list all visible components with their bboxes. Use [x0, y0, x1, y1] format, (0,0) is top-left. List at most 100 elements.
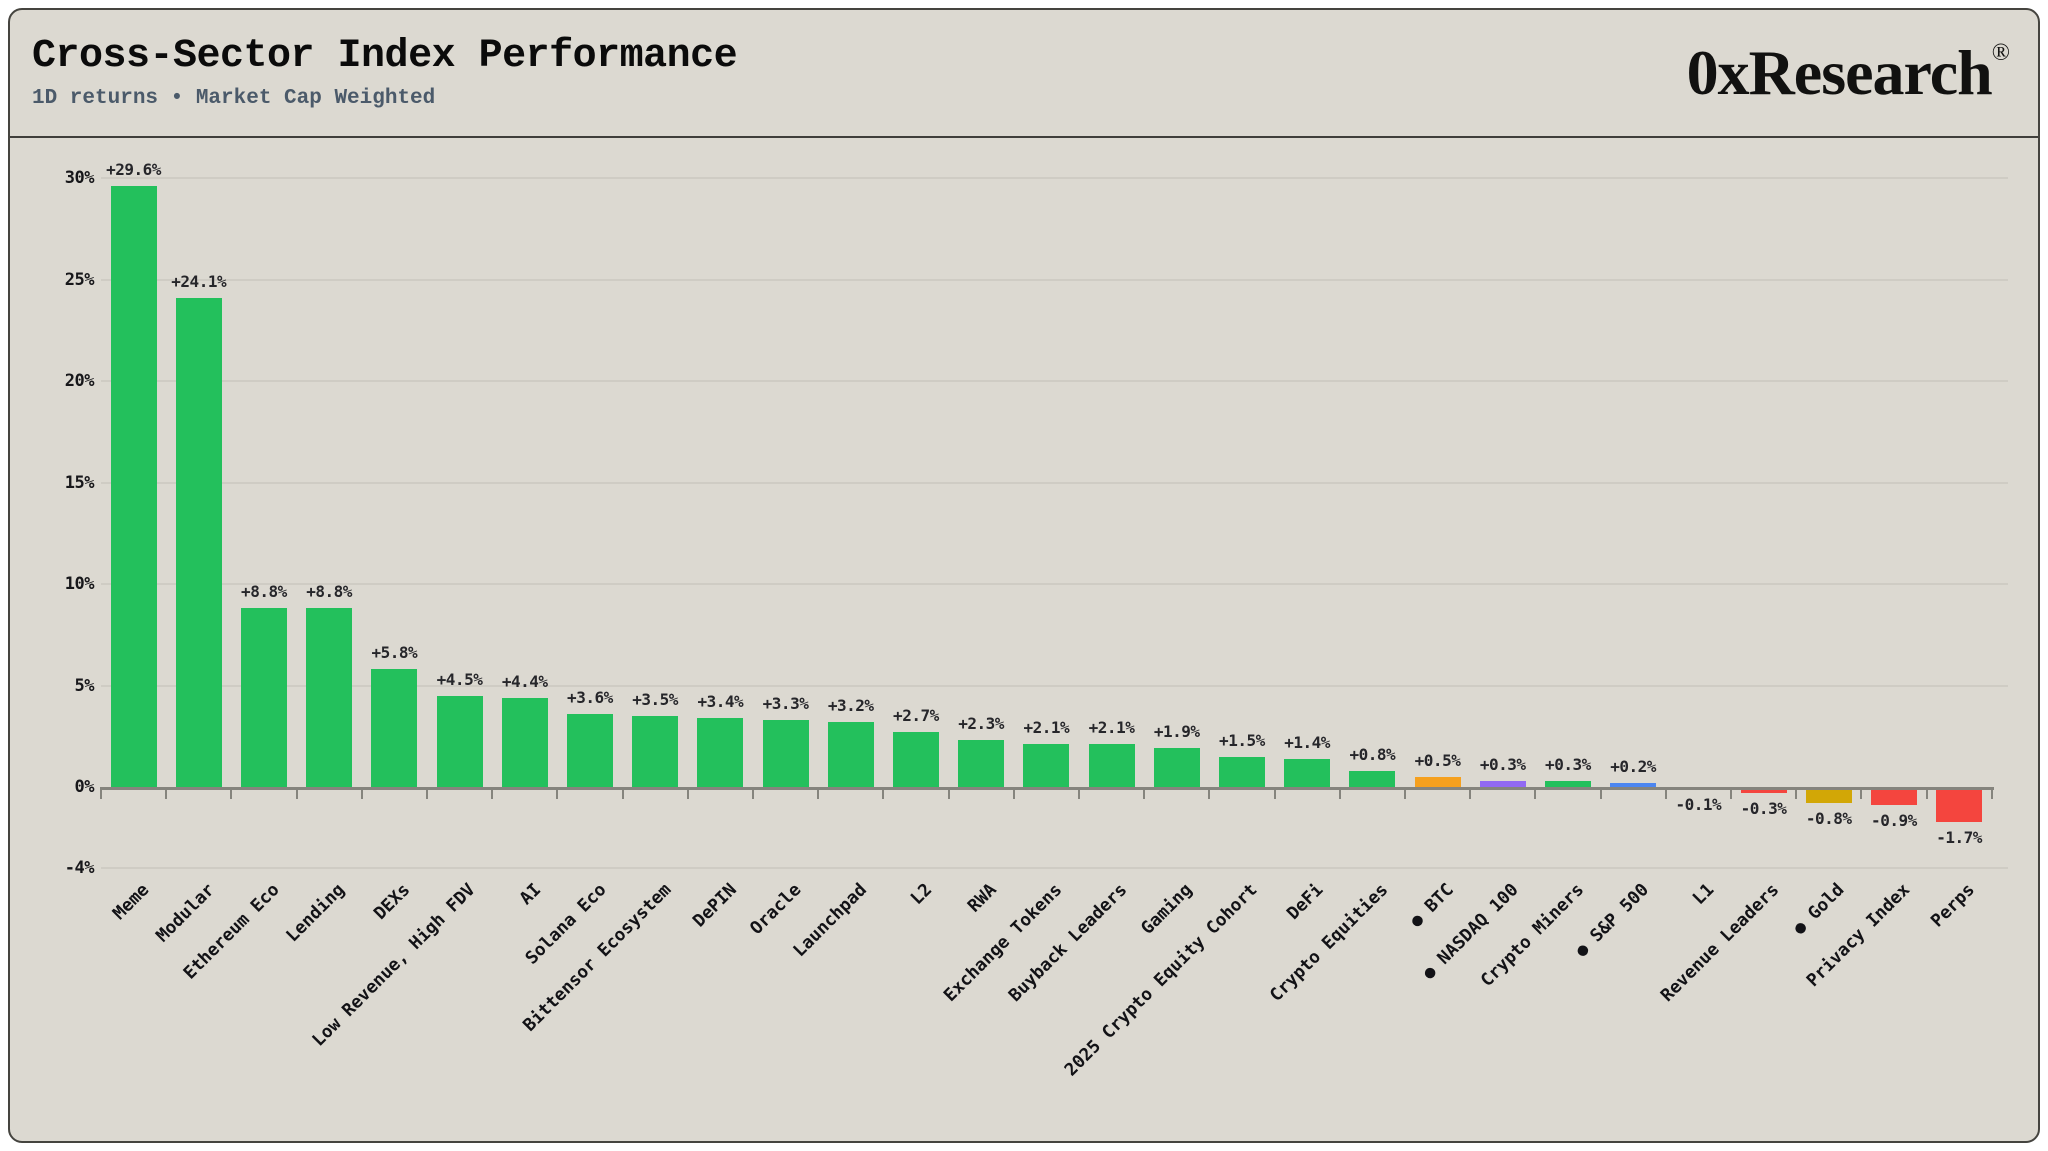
brand-logo-text: 0xResearch	[1686, 37, 1993, 108]
x-boundary-tick	[1664, 787, 1667, 799]
bar	[1544, 780, 1591, 787]
x-boundary-tick	[1729, 787, 1732, 799]
x-boundary-tick	[1012, 787, 1015, 799]
bar	[1088, 744, 1135, 787]
x-category-label-text: Perps	[1927, 880, 1980, 932]
bar-value-label: +0.3%	[1479, 754, 1526, 774]
bar	[762, 720, 809, 787]
x-category-label-text: Crypto Equities	[1266, 880, 1393, 1006]
bar	[306, 608, 353, 787]
x-boundary-tick	[1795, 787, 1798, 799]
x-boundary-tick	[1077, 787, 1080, 799]
bar-value-label: +2.1%	[1088, 718, 1135, 738]
x-category-label-text: DEXs	[370, 880, 415, 924]
page-title: Cross-Sector Index Performance	[32, 34, 738, 79]
bar	[110, 186, 157, 787]
gridline	[101, 684, 2008, 687]
bar	[371, 669, 418, 787]
bar-value-label: +8.8%	[241, 582, 287, 602]
bar-value-label: +3.5%	[632, 689, 678, 709]
report-card: Cross-Sector Index Performance 1D return…	[8, 8, 2040, 1143]
gridline	[101, 380, 2008, 382]
x-category-label-text: DePIN	[689, 880, 741, 932]
bar-value-label: +2.7%	[893, 706, 939, 726]
y-tick-label: 15%	[64, 472, 95, 493]
x-boundary-tick	[1860, 787, 1863, 799]
x-boundary-tick	[165, 787, 168, 799]
bar-value-label: +4.4%	[501, 671, 548, 691]
bar	[501, 697, 548, 787]
bar-value-label: -0.3%	[1740, 799, 1787, 819]
gridline	[101, 177, 2008, 179]
bar-value-label: +3.6%	[567, 687, 613, 707]
bar-value-label: +2.3%	[958, 714, 1004, 734]
x-category-label-text: Buyback Leaders	[1005, 880, 1132, 1006]
brand-logo: 0xResearch®	[1687, 41, 2010, 105]
x-boundary-tick	[947, 787, 950, 799]
bar	[1805, 787, 1852, 804]
x-boundary-tick	[1143, 787, 1146, 799]
gridline	[101, 481, 2008, 484]
y-tick-label: 5%	[74, 675, 95, 696]
bar	[1349, 770, 1396, 787]
x-category-label-text: DeFi	[1283, 880, 1328, 924]
bar	[892, 732, 939, 787]
bar	[1740, 787, 1787, 794]
x-boundary-tick	[1599, 787, 1602, 799]
x-boundary-tick	[1208, 787, 1211, 799]
bar	[1153, 748, 1200, 787]
y-tick-label: 20%	[64, 371, 95, 391]
x-category-label-text: Exchange Tokens	[940, 880, 1067, 1006]
bar-value-label: +29.6%	[106, 160, 161, 180]
x-boundary-tick	[1990, 787, 1993, 799]
bar	[436, 695, 483, 787]
bar-value-label: +2.1%	[1023, 718, 1070, 738]
x-boundary-tick	[1403, 787, 1406, 799]
bar-value-label: +24.1%	[171, 271, 227, 291]
x-boundary-tick	[1469, 787, 1472, 799]
x-boundary-tick	[491, 787, 494, 799]
header: Cross-Sector Index Performance 1D return…	[10, 10, 2038, 138]
y-tick-label: 30%	[64, 168, 95, 188]
bar	[632, 715, 679, 787]
x-boundary-tick	[686, 787, 689, 799]
registered-trademark-mark: ®	[1991, 40, 2010, 66]
x-category-label-text: AI	[515, 880, 545, 910]
x-boundary-tick	[99, 787, 102, 799]
bar	[827, 722, 874, 787]
x-boundary-tick	[1925, 787, 1928, 799]
x-category-label-text: L2	[906, 880, 937, 910]
y-tick-label: 25%	[64, 269, 95, 290]
gridline	[101, 867, 2008, 870]
page-subtitle: 1D returns • Market Cap Weighted	[32, 87, 436, 110]
bar	[1284, 758, 1331, 787]
x-category-label-text: Modular	[152, 880, 219, 947]
y-tick-label: -4%	[64, 858, 95, 879]
bar-value-label: +1.4%	[1284, 732, 1330, 752]
x-category-label-text: Oracle	[746, 880, 806, 939]
x-boundary-tick	[230, 787, 233, 799]
bar	[1218, 756, 1265, 787]
bar-value-label: +0.8%	[1349, 744, 1396, 764]
bar-value-label: +3.2%	[827, 696, 874, 716]
x-category-label-text: Meme	[109, 880, 154, 924]
bar	[1610, 782, 1657, 787]
x-category-label-text-with-benchmark-dot: ● BTC	[1406, 880, 1458, 932]
x-category-label-text: Lending	[282, 880, 350, 947]
bar-value-label: +1.9%	[1153, 722, 1200, 742]
bar-value-label: -1.7%	[1936, 827, 1982, 847]
bar	[958, 740, 1005, 787]
bar-value-label: +0.3%	[1545, 754, 1591, 774]
x-boundary-tick	[817, 787, 820, 799]
bar-value-label: -0.1%	[1675, 795, 1722, 815]
bar-value-label: +0.5%	[1414, 750, 1461, 770]
gridline	[101, 278, 2008, 281]
bar-value-label: +3.4%	[697, 691, 744, 711]
x-boundary-tick	[1534, 787, 1537, 799]
x-boundary-tick	[425, 787, 428, 799]
bar-value-label: +8.8%	[306, 582, 352, 602]
bar	[240, 608, 287, 787]
bar	[1023, 744, 1070, 787]
bar	[1870, 787, 1917, 806]
bar	[1936, 787, 1983, 822]
